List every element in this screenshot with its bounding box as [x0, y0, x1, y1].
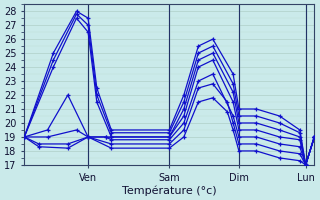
X-axis label: Température (°c): Température (°c) — [122, 185, 217, 196]
